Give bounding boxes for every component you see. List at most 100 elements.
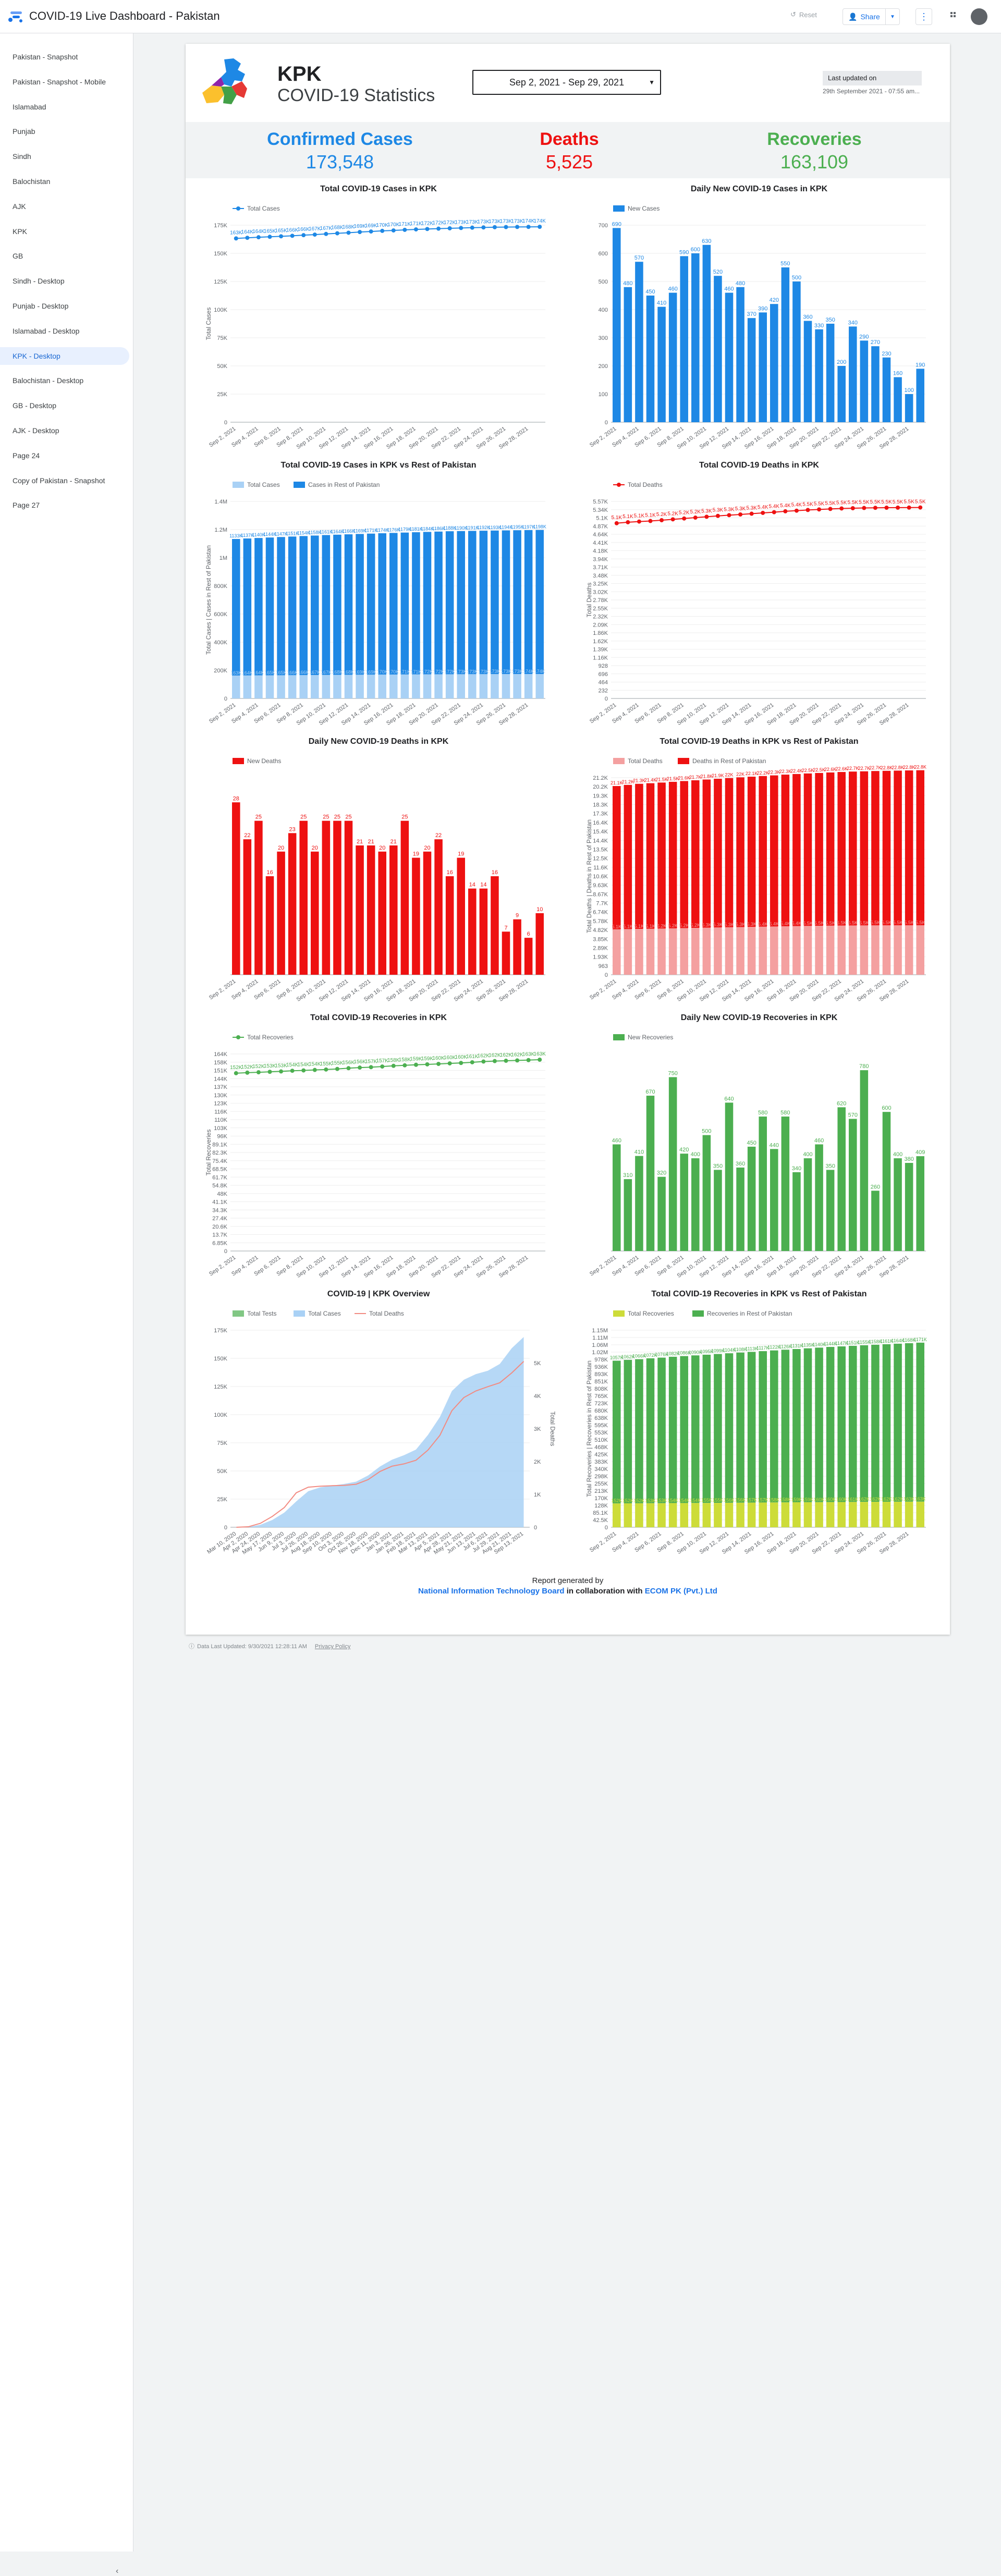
collapse-sidebar-chevron-icon[interactable]: ‹ xyxy=(116,2567,119,2575)
sidebar-page-ajk[interactable]: AJK xyxy=(13,202,26,211)
y-tick-label: 1.15M xyxy=(592,1328,608,1334)
data-point xyxy=(413,227,418,232)
bar-segment xyxy=(691,1503,700,1527)
nitb-link[interactable]: National Information Technology Board xyxy=(418,1587,565,1596)
bar xyxy=(894,1158,902,1251)
bar-segment xyxy=(837,1346,846,1502)
bar-segment xyxy=(736,1352,744,1503)
chart-c4: Total Deaths 0 232 464 696 928 1.16K 1.39K 1.62K… xyxy=(585,481,926,727)
data-point xyxy=(873,506,877,510)
bar xyxy=(905,1163,913,1251)
sidebar-page-balochistan-desktop[interactable]: Balochistan - Desktop xyxy=(13,376,84,385)
data-label: 480 xyxy=(736,280,745,287)
bar xyxy=(333,820,341,975)
sidebar-page-sindh-desktop[interactable]: Sindh - Desktop xyxy=(13,277,65,286)
recoveries-label: Recoveries xyxy=(767,129,862,149)
data-label: 780 xyxy=(859,1063,869,1070)
bar-segment xyxy=(916,925,924,975)
y-tick-label: 7.7K xyxy=(596,901,608,907)
y-tick-label: 50K xyxy=(217,363,227,370)
sidebar-page-islamabad-desktop[interactable]: Islamabad - Desktop xyxy=(13,326,80,335)
data-label: 370 xyxy=(747,311,756,317)
data-label: 22 xyxy=(435,832,442,839)
y-tick-label: 723K xyxy=(594,1401,608,1407)
data-label: 164K xyxy=(241,229,254,235)
data-label: 1158K xyxy=(308,530,321,535)
bar xyxy=(412,857,420,975)
data-label: 1057K xyxy=(610,1355,624,1360)
data-point xyxy=(459,1061,463,1065)
sidebar-page-page-24[interactable]: Page 24 xyxy=(13,451,40,460)
sidebar-page-balochistan[interactable]: Balochistan xyxy=(13,177,51,186)
data-label: 1140K xyxy=(812,1342,825,1347)
legend-item: Total Deaths xyxy=(355,1310,404,1317)
sidebar-page-kpk[interactable]: KPK xyxy=(13,227,28,236)
data-label: 160K xyxy=(836,1497,847,1502)
more-options-icon[interactable]: ⋮ xyxy=(915,8,932,25)
account-avatar[interactable] xyxy=(971,8,987,25)
sidebar-page-islamabad[interactable]: Islamabad xyxy=(13,102,46,111)
bar-segment xyxy=(243,538,252,676)
data-label: 1108K xyxy=(734,1347,747,1352)
share-button[interactable]: 👤 Share ▼ xyxy=(843,8,900,25)
bar-segment xyxy=(905,770,913,926)
data-label: 5.1K xyxy=(634,924,644,929)
bar-segment xyxy=(232,539,240,676)
y-tick-label: 464 xyxy=(599,680,608,686)
data-point xyxy=(324,231,328,236)
sidebar-page-gb[interactable]: GB xyxy=(13,252,23,261)
bar-segment xyxy=(635,1503,643,1527)
legend-item: Total Deaths xyxy=(613,481,663,488)
bar-segment xyxy=(344,674,353,698)
bar-segment xyxy=(668,1356,677,1503)
sidebar-page-pakistan-snapshot[interactable]: Pakistan - Snapshot xyxy=(13,53,78,61)
legend-swatch xyxy=(294,1310,305,1317)
data-label: 500 xyxy=(702,1128,711,1135)
sidebar-page-copy-of-pakistan-snapshot[interactable]: Copy of Pakistan - Snapshot xyxy=(13,476,105,485)
data-point xyxy=(515,225,520,229)
share-label: Share xyxy=(860,13,880,21)
y-tick-label: 2.09K xyxy=(593,622,608,628)
y-tick-label: 0 xyxy=(605,972,608,978)
sidebar-page-punjab[interactable]: Punjab xyxy=(13,127,35,136)
data-label: 5.5K xyxy=(893,920,903,925)
sidebar-page-punjab-desktop[interactable]: Punjab - Desktop xyxy=(13,302,69,310)
top-bar: COVID-19 Live Dashboard - Pakistan ↺ Rese… xyxy=(0,0,1001,33)
legend-label: Total Cases xyxy=(247,481,280,488)
data-label: 1169K xyxy=(353,528,366,533)
sidebar-page-pakistan-snapshot-mobile[interactable]: Pakistan - Snapshot - Mobile xyxy=(13,77,106,86)
data-label: 1147K xyxy=(835,1341,848,1346)
data-point xyxy=(504,225,508,229)
data-label: 6 xyxy=(527,931,530,937)
privacy-policy-link[interactable]: Privacy Policy xyxy=(314,1643,351,1650)
data-label: 580 xyxy=(758,1110,767,1116)
reset-button[interactable]: ↺ Reset xyxy=(790,10,817,19)
sidebar-page-gb-desktop[interactable]: GB - Desktop xyxy=(13,401,57,410)
sidebar-page-page-27[interactable]: Page 27 xyxy=(13,501,40,510)
bar xyxy=(322,820,331,975)
data-label: 410 xyxy=(634,1149,644,1156)
ecom-pk-link[interactable]: ECOM PK (Pvt.) Ltd xyxy=(644,1587,717,1596)
data-point xyxy=(358,1065,362,1070)
bar-segment xyxy=(265,675,274,698)
bar-segment xyxy=(714,927,722,975)
sidebar-page-ajk-desktop[interactable]: AJK - Desktop xyxy=(13,426,59,435)
share-dropdown-chevron-icon[interactable]: ▼ xyxy=(889,14,895,20)
legend-item: Deaths in Rest of Pakistan xyxy=(678,757,766,765)
data-label: 5.2K xyxy=(691,923,701,928)
data-label: 14 xyxy=(469,882,475,888)
y-tick-label: 75.4K xyxy=(212,1158,227,1164)
data-label: 154K xyxy=(667,1498,678,1503)
data-label: 1062K xyxy=(621,1354,634,1359)
chart-title: Total COVID-19 Cases in KPK vs Rest of P… xyxy=(280,461,477,470)
bar xyxy=(702,1135,711,1251)
date-range-picker[interactable]: Sep 2, 2021 - Sep 29, 2021 ▼ xyxy=(472,70,661,95)
y-tick-label: 595K xyxy=(594,1422,608,1429)
sidebar-page-kpk-desktop[interactable]: KPK - Desktop xyxy=(0,347,129,365)
y-tick-label: 137K xyxy=(214,1084,227,1090)
apps-grid-icon[interactable] xyxy=(950,11,959,23)
bar-segment xyxy=(434,531,443,674)
data-label: 22.6K xyxy=(835,766,848,771)
data-point xyxy=(245,1070,250,1075)
sidebar-page-sindh[interactable]: Sindh xyxy=(13,152,31,161)
